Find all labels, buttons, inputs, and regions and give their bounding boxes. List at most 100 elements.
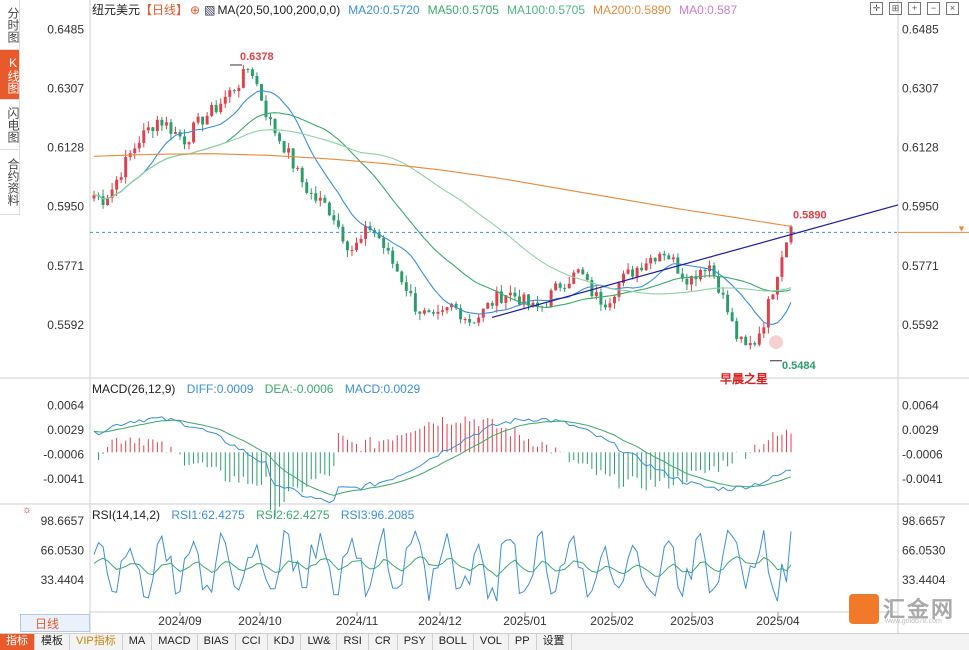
- indicator-tab[interactable]: PSY: [398, 634, 433, 650]
- candle-body: [644, 263, 648, 271]
- indicator-tab[interactable]: 设置: [537, 634, 572, 650]
- candle-body: [232, 90, 236, 92]
- ma20-value: MA20:0.5720: [348, 3, 420, 17]
- candle-body: [133, 148, 137, 154]
- candle-body: [572, 272, 576, 284]
- candle-body: [504, 295, 508, 303]
- candle-body: [427, 310, 431, 313]
- candle-body: [757, 333, 761, 345]
- candle-body: [454, 303, 458, 309]
- candle-body: [626, 269, 630, 274]
- candle-body: [241, 69, 245, 88]
- tab-kline[interactable]: K线图: [0, 50, 20, 100]
- indicator-tab[interactable]: BIAS: [198, 634, 236, 650]
- candle-body: [558, 283, 562, 288]
- candle-body: [667, 255, 671, 260]
- candle-body: [106, 197, 110, 205]
- macd-y-tick-right: 0.0064: [902, 399, 939, 413]
- fit-icon[interactable]: ⊞: [889, 2, 902, 15]
- rsi3-value: RSI3:96.2085: [340, 508, 415, 522]
- indicator-tab[interactable]: MA: [123, 634, 153, 650]
- indicator-tab[interactable]: VIP指标: [70, 634, 123, 650]
- indicator-icon[interactable]: ▧: [204, 3, 216, 17]
- candle-body: [409, 290, 413, 294]
- period-label: 【日线】: [140, 3, 189, 17]
- candle-body: [726, 294, 730, 313]
- candle-body: [264, 100, 268, 118]
- indicator-tab[interactable]: PP: [509, 634, 537, 650]
- candle-body: [223, 96, 227, 104]
- indicator-tab[interactable]: MACD: [152, 634, 198, 650]
- candle-body: [377, 233, 381, 239]
- candle-body: [237, 87, 241, 92]
- ma200-line: [93, 153, 792, 227]
- zoom-in-icon[interactable]: +: [908, 2, 921, 15]
- chart-canvas[interactable]: 0.6485 0.6485 0.6307 0.6307 0.6128 0.6128 0.59…: [0, 0, 969, 633]
- zoom-out-icon[interactable]: −: [927, 2, 940, 15]
- tab-time-share[interactable]: 分时图: [0, 0, 20, 50]
- candle-body: [613, 296, 616, 304]
- ma100-line: [93, 129, 792, 295]
- rsi2-line: [93, 556, 792, 578]
- tab-flash[interactable]: 闪电图: [0, 100, 20, 150]
- indicator-tab[interactable]: LW&: [301, 634, 338, 650]
- rsi1-line: [93, 528, 792, 602]
- y-tick-label-left: 0.5771: [47, 259, 84, 273]
- indicator-tab[interactable]: KDJ: [268, 634, 302, 650]
- candle-body: [481, 308, 485, 318]
- candle-body: [124, 157, 128, 178]
- candle-body: [201, 116, 205, 125]
- trend-line: [491, 204, 899, 318]
- y-tick-label-right: 0.5771: [902, 259, 939, 273]
- candle-body: [115, 179, 119, 190]
- y-tick-label-right: 0.6128: [902, 141, 939, 155]
- candle-body: [680, 273, 684, 279]
- candle-body: [386, 247, 390, 251]
- indicator-tab[interactable]: CR: [369, 634, 398, 650]
- candle-body: [762, 327, 766, 334]
- rsi-label: RSI(14,14,2): [92, 508, 161, 522]
- candle-body: [608, 303, 612, 308]
- indicator-tab[interactable]: VOL: [474, 634, 509, 650]
- indicator-tab[interactable]: BOLL: [433, 634, 474, 650]
- macd-dea: DEA:-0.0006: [264, 382, 334, 396]
- settings-icon[interactable]: ⊕: [190, 3, 201, 17]
- candle-body: [364, 226, 368, 239]
- candle-body: [463, 318, 467, 320]
- candle-body: [771, 294, 775, 300]
- candle-body: [563, 287, 567, 289]
- candle-body: [332, 215, 336, 221]
- crosshair-icon[interactable]: ✛: [870, 2, 883, 15]
- candle-body: [137, 142, 141, 149]
- indicator-tab[interactable]: 模板: [35, 634, 70, 650]
- rsi-y-tick-right: 66.0530: [902, 544, 946, 558]
- period-select[interactable]: 日线: [20, 614, 90, 632]
- candle-body: [418, 311, 422, 314]
- candle-body: [766, 299, 770, 328]
- ma0-value: MA0:0.587: [679, 3, 738, 17]
- candle-body: [640, 267, 644, 271]
- x-tick-label: 2025/03: [670, 614, 714, 628]
- indicator-tab[interactable]: RSI: [337, 634, 369, 650]
- candle-body: [744, 336, 748, 346]
- candle-body: [178, 131, 182, 137]
- macd-y-tick-left: 0.0029: [47, 423, 84, 437]
- candle-body: [785, 242, 788, 258]
- candle-body: [287, 148, 291, 153]
- candle-body: [730, 312, 734, 322]
- candle-body: [445, 307, 449, 311]
- tab-contract-info[interactable]: 合约资料: [0, 150, 20, 215]
- candle-body: [400, 271, 404, 283]
- macd-dea-line: [93, 419, 792, 496]
- x-tick-label: 2024/10: [238, 614, 282, 628]
- indicator-tab[interactable]: 指标: [0, 634, 35, 650]
- indicator-tab[interactable]: CCI: [236, 634, 268, 650]
- candle-body: [527, 294, 530, 306]
- candle-body: [196, 116, 200, 123]
- ma200-value: MA200:0.5890: [593, 3, 672, 17]
- y-tick-label-left: 0.6307: [47, 81, 84, 95]
- close-icon[interactable]: ×: [946, 2, 959, 15]
- candle-body: [278, 133, 282, 142]
- candle-body: [187, 142, 191, 145]
- candle-body: [495, 291, 499, 306]
